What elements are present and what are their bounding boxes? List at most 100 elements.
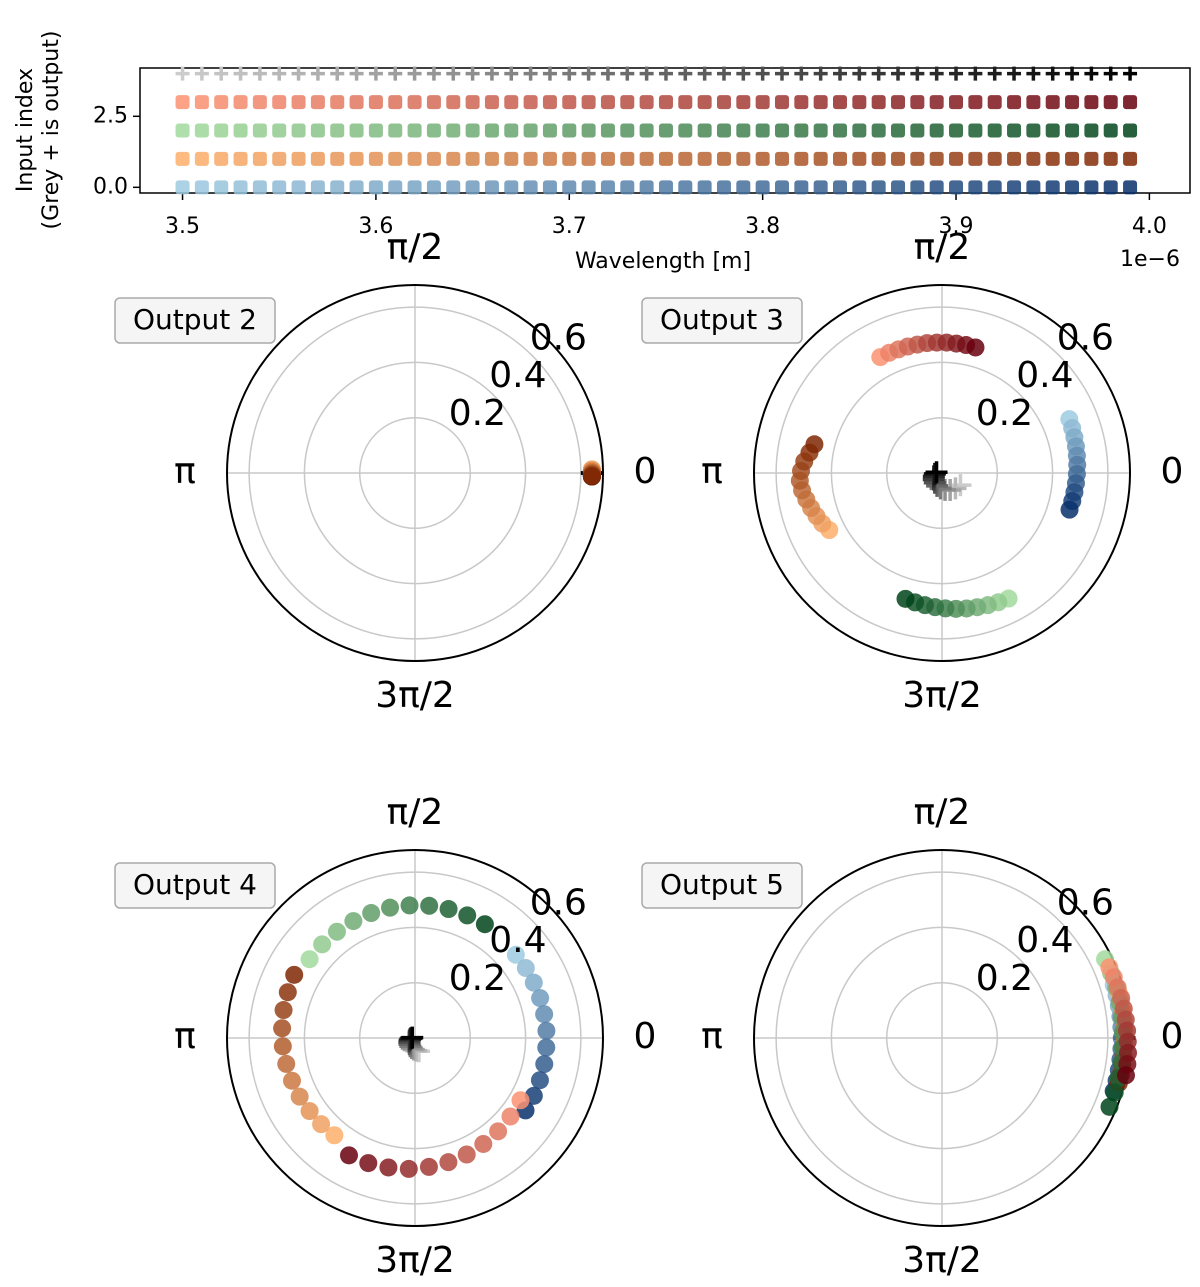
x-axis-label: Wavelength [m] (575, 249, 751, 274)
point (273, 1019, 292, 1038)
point (273, 1037, 292, 1056)
point (639, 95, 654, 110)
point (658, 95, 673, 110)
point (1007, 123, 1022, 138)
point (966, 338, 985, 357)
point (582, 467, 601, 486)
point (1065, 180, 1080, 195)
point (833, 151, 847, 166)
output-marker (484, 66, 499, 81)
point (291, 123, 306, 138)
output-marker (1084, 66, 1099, 81)
r-tick-label: 0.4 (489, 920, 546, 961)
point (272, 95, 287, 110)
output-marker (388, 66, 403, 81)
output-marker (407, 66, 422, 81)
point (1007, 180, 1022, 195)
output-marker (813, 66, 828, 81)
output-marker (871, 66, 886, 81)
point (458, 906, 477, 925)
point (233, 95, 248, 110)
point (813, 123, 828, 138)
point (929, 123, 944, 138)
point (501, 1107, 520, 1126)
point (349, 151, 364, 166)
output-marker (330, 66, 345, 81)
point (562, 180, 577, 195)
point (987, 180, 1002, 195)
point (368, 123, 383, 138)
x-offset-label: 1e−6 (1120, 247, 1180, 272)
point (446, 151, 461, 166)
point (968, 123, 983, 138)
point (871, 123, 886, 138)
point (310, 151, 325, 166)
point (949, 123, 964, 138)
point (581, 123, 596, 138)
point (446, 123, 461, 138)
point (523, 180, 538, 195)
point (327, 922, 346, 941)
point (407, 95, 422, 110)
point (282, 1071, 301, 1090)
subplot-title: Output 4 (133, 868, 257, 901)
output-marker (368, 66, 383, 81)
point (439, 1153, 458, 1172)
point (511, 1091, 530, 1110)
point (697, 151, 712, 166)
theta-tick-label: π/2 (387, 227, 444, 268)
theta-tick-label: π/2 (914, 227, 971, 268)
point (291, 151, 306, 166)
point (929, 95, 944, 110)
point (194, 180, 209, 195)
point (310, 123, 325, 138)
r-tick-label: 0.6 (1057, 317, 1114, 358)
point (620, 151, 635, 166)
r-grid-line (885, 416, 999, 530)
point (504, 123, 519, 138)
output-marker (639, 66, 654, 81)
point (1045, 180, 1060, 195)
output-marker (401, 1026, 424, 1049)
point (291, 95, 306, 110)
point (1103, 95, 1118, 110)
output-marker (678, 66, 693, 81)
point (891, 95, 906, 110)
point (344, 912, 363, 931)
output-marker (968, 66, 983, 81)
output-marker (716, 66, 731, 81)
title-box (114, 862, 276, 909)
output-marker (794, 66, 809, 81)
title-box (641, 297, 803, 344)
subplot-title: Output 5 (660, 868, 784, 901)
r-tick-label: 0.6 (1057, 882, 1114, 923)
point (852, 95, 867, 110)
point (600, 151, 615, 166)
point (474, 1134, 493, 1153)
point (697, 180, 712, 195)
r-tick-label: 0.4 (1016, 355, 1073, 396)
point (446, 95, 461, 110)
point (871, 151, 886, 166)
r-grid-line (830, 926, 1054, 1150)
y-tick-label: 2.5 (93, 103, 128, 128)
point (852, 123, 867, 138)
point (407, 180, 422, 195)
point (716, 151, 731, 166)
point (446, 180, 461, 195)
point (475, 915, 494, 934)
output-marker (310, 66, 325, 81)
output-marker (929, 66, 944, 81)
point (581, 151, 596, 166)
point (968, 151, 983, 166)
point (639, 151, 654, 166)
point (736, 95, 751, 110)
point (1007, 95, 1022, 110)
point (349, 123, 364, 138)
theta-tick-label: 3π/2 (375, 1240, 455, 1281)
point (214, 95, 229, 110)
theta-tick-label: π (174, 451, 196, 492)
point (194, 123, 209, 138)
output-marker (1103, 66, 1118, 81)
point (537, 1021, 556, 1040)
